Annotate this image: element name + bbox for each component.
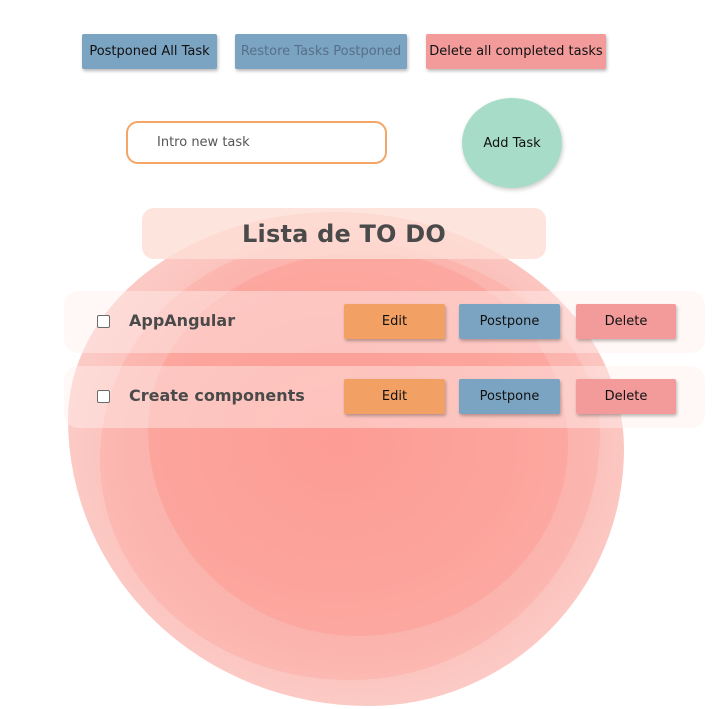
task-row: Create components Edit Postpone Delete <box>64 366 705 428</box>
postpone-all-tasks-button[interactable]: Postponed All Task <box>82 34 217 69</box>
edit-task-button[interactable]: Edit <box>344 304 445 339</box>
delete-completed-tasks-button[interactable]: Delete all completed tasks <box>426 34 606 69</box>
page-title: Lista de TO DO <box>242 219 446 248</box>
task-checkbox[interactable] <box>97 315 110 328</box>
postpone-task-button[interactable]: Postpone <box>459 304 560 339</box>
delete-task-button[interactable]: Delete <box>576 304 676 339</box>
postpone-task-button[interactable]: Postpone <box>459 379 560 414</box>
task-checkbox[interactable] <box>97 390 110 403</box>
watercolor-background <box>68 212 624 706</box>
delete-task-button[interactable]: Delete <box>576 379 676 414</box>
list-title-box: Lista de TO DO <box>142 208 546 259</box>
new-task-input[interactable] <box>126 121 387 164</box>
task-row: AppAngular Edit Postpone Delete <box>64 291 705 353</box>
restore-postponed-tasks-button[interactable]: Restore Tasks Postponed <box>235 34 407 69</box>
task-name: AppAngular <box>129 311 236 330</box>
task-name: Create components <box>129 386 305 405</box>
add-task-button[interactable]: Add Task <box>462 98 562 188</box>
edit-task-button[interactable]: Edit <box>344 379 445 414</box>
